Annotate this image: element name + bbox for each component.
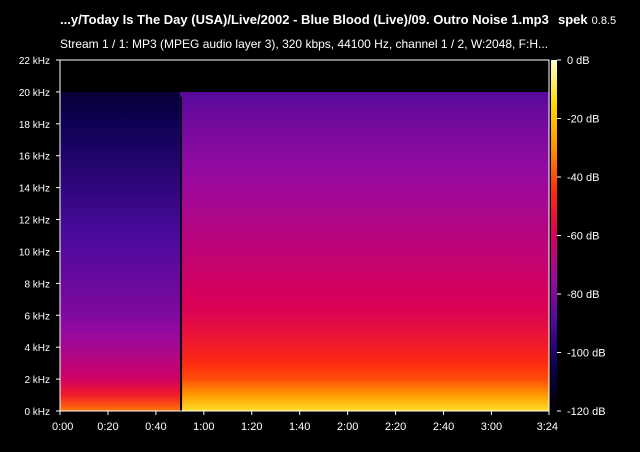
file-title: ...y/Today Is The Day (USA)/Live/2002 - … [60, 12, 549, 27]
app-name: spek 0.8.5 [558, 12, 616, 27]
color-scale-bar [551, 60, 557, 411]
plot-frame [59, 59, 550, 412]
main-section [179, 91, 549, 411]
color-scale-label: -60 dB [567, 231, 599, 243]
color-scale-label: -80 dB [567, 289, 599, 301]
y-tick-label: 0 kHz [24, 407, 50, 418]
x-tick-label: 2:20 [385, 421, 406, 433]
intro-section [60, 91, 180, 411]
stream-info: Stream 1 / 1: MP3 (MPEG audio layer 3), … [60, 37, 549, 51]
y-axis: 0 kHz 2 kHz 4 kHz 6 kHz 8 kHz 10 kHz 12 kHz 14 … [19, 56, 60, 418]
x-tick-label: 3:00 [481, 421, 502, 433]
app-version: 0.8.5 [591, 15, 617, 27]
x-tick-label: 0:20 [97, 421, 118, 433]
x-tick-label: 1:00 [193, 421, 214, 433]
y-tick-label: 20 kHz [19, 88, 50, 99]
color-scale-label: -100 dB [567, 348, 606, 360]
x-tick-label: 0:00 [52, 421, 73, 433]
y-tick-label: 6 kHz [24, 311, 50, 322]
app-name-text: spek [558, 12, 588, 27]
above-cutoff [60, 60, 549, 92]
y-tick-label: 2 kHz [24, 375, 50, 386]
y-tick-label: 10 kHz [19, 247, 50, 258]
color-scale-label: -40 dB [567, 172, 599, 184]
color-scale-label: -20 dB [567, 114, 599, 126]
spectrogram-plot [59, 59, 550, 412]
color-scale-label: -120 dB [567, 406, 606, 418]
x-tick-label: 1:20 [241, 421, 262, 433]
y-tick-label: 16 kHz [19, 152, 50, 163]
x-axis: 0:00 0:20 0:40 1:00 1:20 1:40 2:00 2:20 2:40 3:00… [52, 411, 558, 433]
y-tick-label: 18 kHz [19, 120, 50, 131]
silence-gap [180, 96, 183, 411]
x-tick-label: 3:24 [537, 421, 558, 433]
color-scale: 0 dB -20 dB -40 dB -60 dB -80 dB -100 dB -120 … [551, 55, 606, 418]
y-tick-label: 12 kHz [19, 216, 50, 227]
y-tick-label: 22 kHz [19, 56, 50, 67]
color-scale-label: 0 dB [567, 55, 590, 67]
x-tick-label: 2:40 [433, 421, 454, 433]
y-tick-label: 4 kHz [24, 343, 50, 354]
x-tick-label: 2:00 [337, 421, 358, 433]
y-tick-label: 14 kHz [19, 184, 50, 195]
x-tick-label: 1:40 [289, 421, 310, 433]
x-tick-label: 0:40 [145, 421, 166, 433]
y-tick-label: 8 kHz [24, 279, 50, 290]
